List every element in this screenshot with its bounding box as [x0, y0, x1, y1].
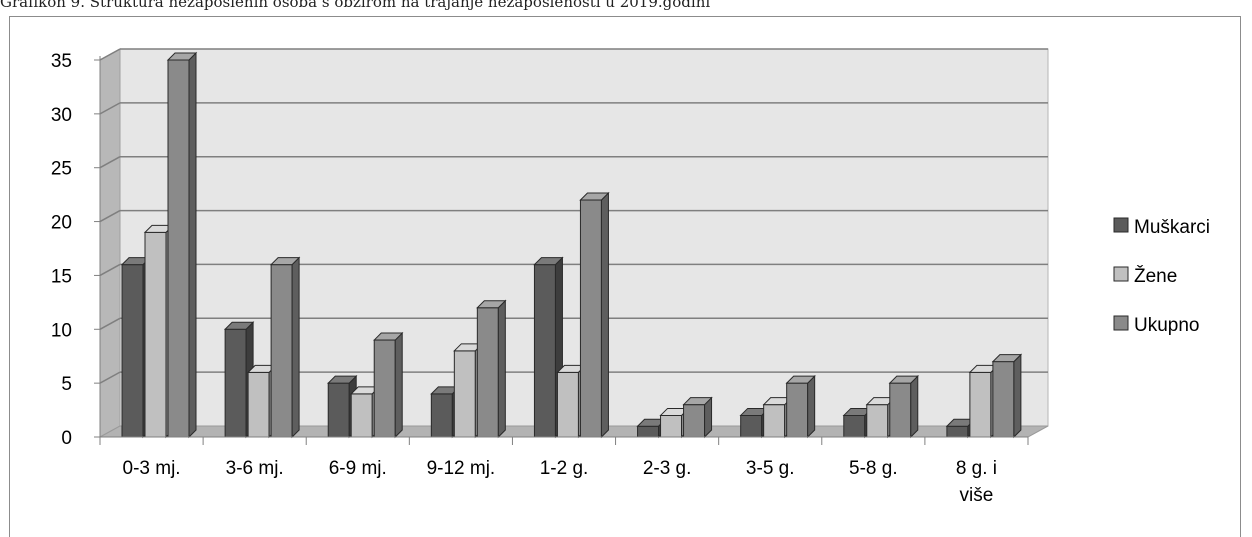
bar-front	[224, 328, 247, 438]
bar-front	[763, 404, 786, 438]
x-tick-label: 3-6 mj.	[226, 458, 284, 479]
legend-item: Ukupno	[1113, 315, 1200, 336]
x-tick-label: 3-5 g.	[746, 458, 795, 479]
legend-item: Muškarci	[1113, 217, 1210, 238]
bar	[682, 396, 713, 439]
bar	[373, 331, 404, 439]
x-tick-label: 5-8 g.	[849, 458, 898, 479]
y-tick-label: 30	[51, 105, 72, 126]
gridline-side	[99, 102, 121, 115]
chart-axes: 0 5 10 15 20 25 30 35 0-3 mj. 3-6 mj. 6-9 mj. 9-12 …	[51, 51, 1029, 506]
bar	[476, 299, 507, 439]
bar-front	[453, 350, 476, 438]
y-tick-label: 15	[51, 266, 72, 287]
y-tick-label: 20	[51, 213, 72, 234]
bar-front	[637, 425, 660, 438]
legend-label: Ukupno	[1134, 315, 1200, 336]
bar-side	[807, 374, 816, 439]
chart-bars	[120, 51, 1023, 439]
bar-front	[556, 371, 579, 438]
bar-top	[223, 321, 255, 330]
x-tick-label: 6-9 mj.	[329, 458, 387, 479]
bar-front	[350, 393, 373, 438]
bar	[269, 256, 301, 439]
bar	[166, 51, 198, 439]
bar-top	[166, 52, 198, 61]
bar-front	[476, 307, 499, 438]
gridline-side	[99, 317, 121, 330]
x-tick-label: 0-3 mj.	[123, 458, 181, 479]
bar-front	[373, 339, 396, 438]
bar-front	[946, 425, 969, 438]
bar-front	[889, 382, 912, 438]
chart-legend: Muškarci Žene Ukupno	[1113, 217, 1210, 336]
legend-label: Muškarci	[1134, 217, 1210, 238]
bar-front	[430, 393, 453, 438]
legend-item: Žene	[1113, 265, 1177, 287]
bar-top	[888, 375, 919, 384]
bar-front	[683, 404, 706, 438]
x-tick-label: 8 g. i više	[956, 458, 997, 506]
x-tick-label: 2-3 g.	[643, 458, 692, 479]
bar	[865, 396, 896, 439]
bar-top	[533, 257, 564, 266]
bar-side	[291, 256, 300, 439]
bar-top	[476, 300, 507, 309]
bar-top	[682, 397, 713, 406]
bar-side	[394, 331, 403, 439]
gridline-side	[99, 371, 121, 384]
gridline-side	[99, 209, 121, 223]
legend-swatch	[1113, 315, 1129, 331]
bar-front	[969, 371, 992, 438]
bar-front	[167, 59, 190, 438]
bar-front	[992, 361, 1015, 438]
chart-caption: Grafikon 9. Struktura nezaposlenih osoba…	[0, 0, 711, 11]
bar-side	[910, 374, 919, 439]
bar-front	[740, 414, 763, 438]
bar-side	[188, 51, 197, 439]
bar-front	[144, 231, 167, 438]
bar-front	[660, 414, 683, 438]
x-tick-label: 9-12 mj.	[427, 458, 496, 479]
bar-front	[270, 264, 293, 438]
legend-swatch	[1113, 266, 1129, 282]
bar-front	[533, 264, 556, 438]
bar-top	[269, 257, 301, 266]
legend-swatch	[1113, 217, 1129, 233]
y-tick-label: 25	[51, 159, 72, 180]
bar-side	[600, 191, 609, 439]
bar-top	[579, 192, 610, 201]
bar-front	[121, 264, 144, 438]
bar	[785, 374, 816, 439]
legend-label: Žene	[1134, 265, 1177, 287]
bar-top	[785, 375, 816, 384]
y-tick-label: 5	[61, 374, 72, 395]
x-tick-label: 1-2 g.	[540, 458, 589, 479]
bar-front	[579, 199, 602, 438]
y-tick-label: 35	[51, 51, 72, 72]
bar-front	[866, 404, 889, 438]
bar-front	[247, 371, 270, 438]
gridline-side	[99, 156, 121, 169]
bar-side	[1013, 353, 1022, 439]
gridline-side	[99, 48, 121, 61]
side-wall	[99, 48, 121, 438]
bar-side	[497, 299, 506, 439]
bar	[991, 353, 1023, 439]
bar-front	[327, 382, 350, 438]
bar-front	[786, 382, 809, 438]
bar-top	[327, 375, 358, 384]
bar	[579, 191, 610, 439]
bar	[888, 374, 919, 439]
gridline-side	[99, 263, 121, 277]
y-tick-label: 10	[51, 320, 72, 341]
bar-top	[373, 332, 404, 341]
bar-front	[843, 414, 866, 438]
bar-top	[991, 354, 1023, 363]
y-tick-label: 0	[61, 428, 72, 449]
